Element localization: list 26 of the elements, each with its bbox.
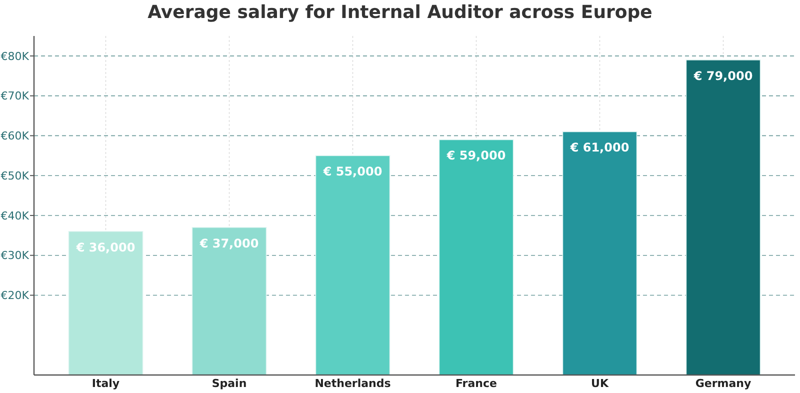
bar <box>438 139 514 376</box>
x-tick-label: Germany <box>695 377 752 390</box>
y-tick-label: €80K <box>0 50 30 63</box>
y-tick-label: €50K <box>0 169 30 182</box>
bar <box>68 231 144 376</box>
y-tick-label: €20K <box>0 289 30 302</box>
x-tick-label: UK <box>591 377 609 390</box>
bar <box>686 60 761 376</box>
data-label: € 37,000 <box>198 236 259 250</box>
data-label: € 59,000 <box>446 148 506 163</box>
x-tick-label: Netherlands <box>314 377 392 390</box>
bar <box>315 155 390 376</box>
bar <box>192 227 267 376</box>
y-tick-label: €30K <box>0 249 30 262</box>
chart-title: Average salary for Internal Auditor across Europe <box>148 2 652 23</box>
x-tick-label: Italy <box>92 377 120 390</box>
x-tick-label: France <box>456 377 497 390</box>
data-label: € 55,000 <box>322 164 382 179</box>
y-tick-label: €40K <box>0 209 30 222</box>
x-tick-label: Spain <box>212 377 247 390</box>
data-label: € 79,000 <box>692 68 753 83</box>
bar <box>562 131 638 376</box>
data-label: € 61,000 <box>569 140 630 155</box>
data-label: € 36,000 <box>75 240 136 254</box>
y-tick-label: €60K <box>0 130 30 143</box>
y-tick-label: €70K <box>0 90 30 103</box>
